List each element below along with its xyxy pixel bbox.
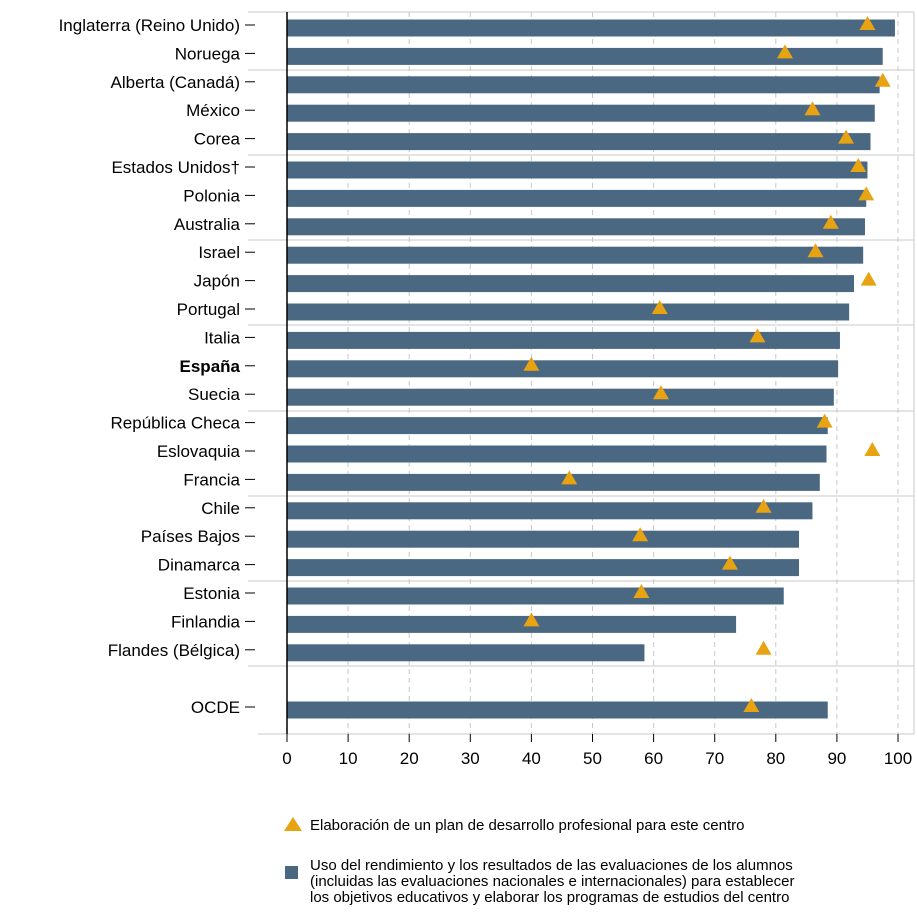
y-axis-label: República Checa	[111, 414, 241, 433]
triangle-marker	[804, 101, 821, 116]
y-axis-labels: Inglaterra (Reino Unido) Noruega Alberta (…	[59, 16, 255, 717]
bar	[287, 133, 871, 151]
legend-label-bar-line-2: (incluidas las evaluaciones nacionales e…	[310, 873, 795, 890]
y-axis-label: Estonia	[183, 584, 240, 603]
bar	[287, 161, 868, 179]
triangle-marker	[838, 129, 855, 144]
bar	[287, 189, 867, 207]
y-axis-label: Estados Unidos†	[111, 158, 240, 177]
triangle-marker	[874, 72, 891, 87]
y-axis-label: Alberta (Canadá)	[111, 73, 240, 92]
y-axis-label: Finlandia	[171, 612, 241, 631]
x-axis: 0 10 20 30 40 50 60 70 80 90 100	[282, 12, 912, 768]
triangle-marker	[652, 385, 669, 400]
y-axis-label: Francia	[183, 470, 240, 489]
y-axis-label: Corea	[194, 130, 241, 149]
legend-label-triangle: Elaboración de un plan de desarrollo pro…	[310, 817, 745, 834]
x-tick-label: 60	[644, 749, 663, 768]
y-axis-label: Inglaterra (Reino Unido)	[59, 16, 240, 35]
bar	[287, 530, 800, 548]
legend-triangle-icon	[284, 817, 302, 831]
triangle-marker	[864, 442, 881, 456]
triangle-marker	[859, 16, 876, 30]
x-tick-label: 30	[461, 749, 480, 768]
triangle-marker	[816, 413, 833, 428]
legend-label-bar-line-1: Uso del rendimiento y los resultados de …	[310, 857, 793, 874]
y-axis-label: Australia	[174, 215, 241, 234]
triangle-marker	[850, 158, 867, 172]
y-axis-label: OCDE	[191, 698, 240, 717]
bar	[287, 76, 880, 94]
x-tick-label: 10	[339, 749, 358, 768]
y-axis-label: Flandes (Bélgica)	[108, 641, 240, 660]
bar	[287, 360, 839, 378]
y-axis-label: Portugal	[177, 300, 240, 319]
bar	[287, 559, 800, 577]
x-tick-label: 50	[583, 749, 602, 768]
bar	[287, 615, 737, 633]
x-tick-label: 70	[705, 749, 724, 768]
x-tick-label: 0	[282, 749, 291, 768]
bar	[287, 417, 828, 435]
triangle-marker	[822, 214, 839, 229]
triangle-marker	[858, 186, 875, 201]
triangle-marker	[561, 470, 578, 485]
bar	[287, 587, 784, 605]
bar	[287, 275, 855, 293]
chart-svg: Inglaterra (Reino Unido) Noruega Alberta (…	[59, 11, 915, 768]
triangle-marker	[807, 243, 824, 258]
x-tick-label: 90	[827, 749, 846, 768]
triangles	[523, 16, 891, 712]
y-axis-label: Israel	[198, 243, 240, 262]
y-axis-label: Suecia	[188, 385, 241, 404]
x-tick-label: 80	[766, 749, 785, 768]
triangle-marker	[860, 271, 877, 286]
triangle-marker	[523, 612, 540, 627]
x-tick-label: 20	[400, 749, 419, 768]
x-tick-label: 100	[884, 749, 912, 768]
bars	[287, 19, 895, 719]
bar	[287, 218, 866, 236]
triangle-marker	[755, 498, 772, 513]
legend-label-bar-line-3: los objetivos educativos y elaborar los …	[310, 889, 790, 906]
triangle-marker	[633, 584, 650, 598]
y-axis-label: Dinamarca	[158, 556, 241, 575]
y-axis-label: Italia	[204, 328, 240, 347]
bar	[287, 246, 864, 264]
triangle-marker	[721, 555, 738, 570]
x-tick-label: 40	[522, 749, 541, 768]
triangle-marker	[523, 356, 540, 371]
bar	[287, 388, 834, 406]
bar	[287, 104, 875, 122]
y-axis-label: Noruega	[175, 44, 241, 63]
triangle-marker	[632, 527, 649, 542]
legend-square-icon	[285, 866, 298, 879]
triangle-marker	[651, 300, 668, 314]
bar	[287, 473, 820, 491]
triangle-marker	[749, 328, 766, 343]
bar	[287, 331, 840, 349]
bar	[287, 19, 895, 37]
bar	[287, 644, 645, 662]
triangle-marker	[755, 640, 772, 655]
y-axis-label: Chile	[201, 499, 240, 518]
bar	[287, 445, 827, 463]
bar	[287, 701, 828, 719]
y-axis-label: Polonia	[183, 186, 240, 205]
bar	[287, 502, 813, 520]
y-axis-label: España	[180, 357, 241, 376]
triangle-marker	[743, 698, 760, 712]
y-axis-label: Países Bajos	[141, 527, 240, 546]
y-axis-label: Eslovaquia	[157, 442, 241, 461]
y-axis-label: México	[186, 101, 240, 120]
y-axis-label: Japón	[194, 272, 240, 291]
bar	[287, 47, 883, 65]
triangle-marker	[776, 44, 793, 59]
legend: Elaboración de un plan de desarrollo pro…	[282, 817, 912, 908]
bar	[287, 303, 850, 321]
